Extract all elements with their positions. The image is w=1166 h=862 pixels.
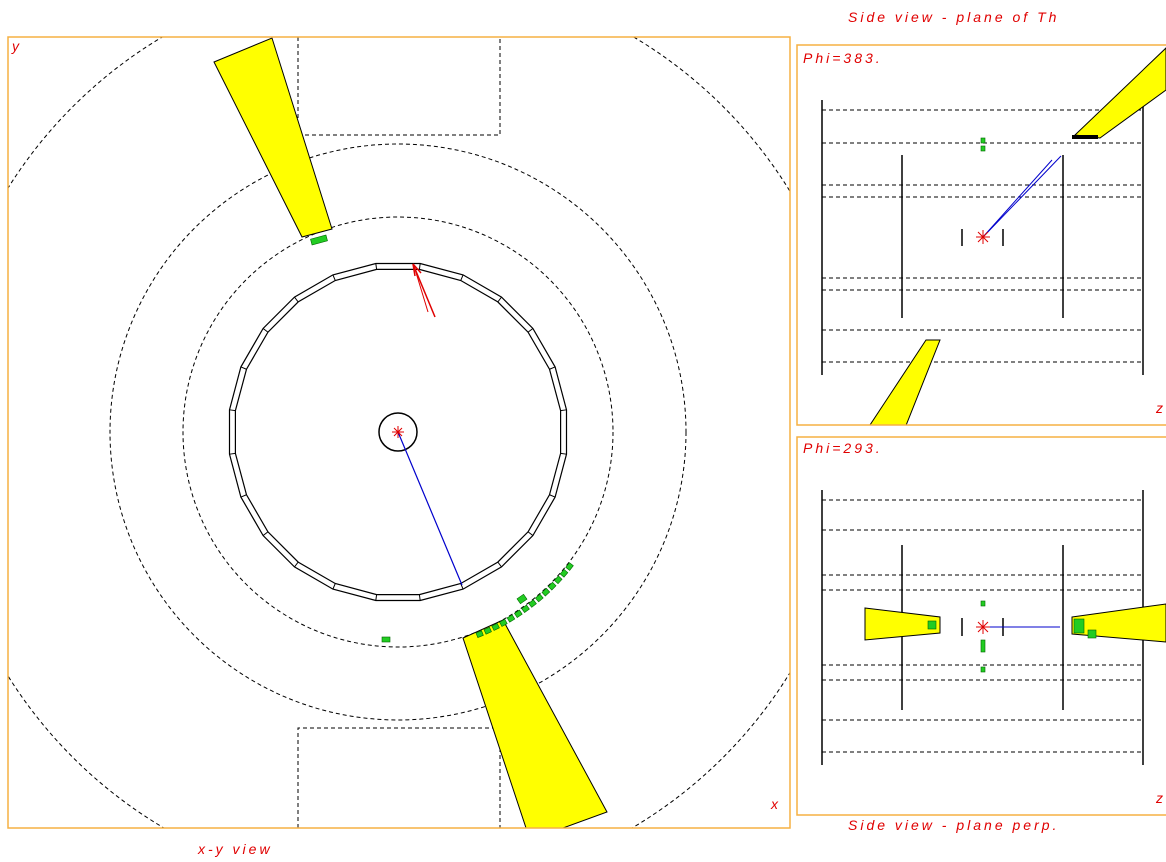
hit-cluster — [475, 562, 574, 638]
calorimeter-cone — [864, 607, 941, 641]
hit — [980, 145, 986, 152]
stave-edge — [418, 594, 421, 601]
calorimeter-cone — [213, 37, 333, 238]
momentum-arrow — [413, 265, 429, 313]
hit — [528, 599, 537, 608]
side-view-bottom — [821, 490, 1166, 765]
layers — [822, 109, 1143, 363]
hit — [927, 620, 937, 630]
z-axis-label: z — [1155, 400, 1166, 416]
side-top-frame — [796, 44, 1166, 426]
view-caption: Side view - plane perp. — [848, 817, 1059, 833]
stave-edge — [375, 263, 378, 270]
stave-edge — [549, 494, 556, 498]
stave-edge — [527, 531, 534, 536]
calorimeter-cone — [462, 619, 608, 828]
stave-edge — [240, 366, 247, 370]
hit-stack — [1072, 135, 1098, 139]
hit — [1087, 629, 1097, 639]
y-axis-label: y — [11, 38, 22, 54]
calorimeter-cone — [1073, 47, 1166, 139]
phi-label: Phi=293. — [803, 440, 883, 456]
hit — [475, 630, 484, 638]
hit — [541, 587, 551, 597]
side-bottom-frame — [796, 436, 1166, 816]
vertex — [392, 426, 404, 438]
hit — [514, 609, 523, 618]
middle-ring — [109, 143, 687, 721]
stave-edge — [497, 561, 502, 568]
hit — [547, 581, 557, 591]
stave-edge — [418, 263, 421, 270]
track — [982, 155, 1062, 238]
arrow-head — [412, 263, 422, 277]
track — [397, 431, 463, 586]
view-caption: x-y view — [197, 841, 273, 857]
hit — [1073, 618, 1085, 634]
hit — [980, 137, 986, 144]
hit — [521, 604, 530, 614]
hit — [534, 593, 544, 603]
momentum-arrow — [412, 263, 436, 318]
stave-edge — [497, 296, 502, 303]
outer-ring — [8, 37, 790, 828]
stave-edge — [560, 452, 567, 455]
stave-edge — [375, 594, 378, 601]
hit — [980, 639, 986, 653]
hit — [980, 666, 986, 673]
xy-frame — [7, 36, 791, 829]
stave-edge — [240, 494, 247, 498]
vertex — [976, 230, 990, 244]
z-axis-label: z — [1155, 790, 1166, 806]
stave-edge — [294, 296, 299, 303]
stave-edge — [549, 366, 556, 370]
hit — [491, 622, 500, 631]
hit — [499, 618, 508, 627]
hit — [483, 626, 492, 635]
stave-edge — [229, 409, 236, 412]
track — [982, 159, 1053, 238]
stave-edge — [460, 274, 464, 281]
hit — [980, 600, 986, 607]
hit — [565, 562, 574, 571]
xy-view — [8, 37, 790, 828]
hit — [553, 575, 563, 585]
stave-edge — [262, 328, 269, 333]
hit — [381, 636, 391, 643]
stave-edge — [229, 452, 236, 455]
inner-ring — [182, 216, 614, 648]
stave-edge — [527, 328, 534, 333]
stave-edge — [332, 583, 336, 590]
layers — [822, 499, 1143, 753]
top-box — [297, 37, 501, 136]
hit — [516, 593, 528, 605]
view-title: Side view - plane of Th — [848, 9, 1059, 25]
bottom-box — [297, 727, 501, 828]
phi-label: Phi=383. — [803, 50, 883, 66]
calorimeter-cone — [869, 339, 941, 425]
stave-edge — [294, 561, 299, 568]
hit — [506, 614, 516, 623]
vertex — [976, 620, 990, 634]
side-view-top — [821, 47, 1166, 425]
hit — [559, 568, 569, 578]
calorimeter-cone — [1071, 603, 1166, 643]
stave-edge — [332, 274, 336, 281]
x-axis-label: x — [770, 796, 781, 812]
stave-edge — [262, 531, 269, 536]
beam-pipe — [378, 412, 418, 452]
stave-edge — [560, 409, 567, 412]
hit — [310, 234, 328, 246]
